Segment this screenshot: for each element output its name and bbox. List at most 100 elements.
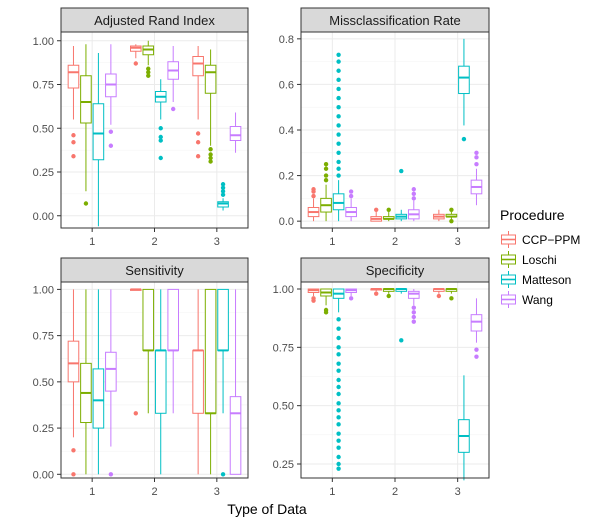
- outlier-point: [71, 448, 76, 453]
- y-tick-label: 1.00: [33, 36, 54, 48]
- outlier-point: [336, 422, 341, 427]
- outlier-point: [336, 384, 341, 390]
- panel-sensitivity: Sensitivity 0.00 0.25 0.50 0.75 1.00 1 2 3: [33, 257, 249, 498]
- box-ccp-ppm-1: [67, 46, 80, 159]
- outlier-point: [348, 189, 354, 194]
- box-body: [67, 64, 80, 89]
- panels: Adjusted Rand Index 0.00 0.25 0.50 0.75 1.00 1…: [33, 7, 490, 498]
- box-matteson-2: [154, 289, 167, 475]
- outlier-point: [336, 361, 341, 366]
- outlier-point: [474, 155, 479, 160]
- box-matteson-3: [458, 38, 470, 142]
- panel-missclassification-rate: Missclassification Rate 0.0 0.2 0.4 0.6 0.8 1 2…: [279, 7, 490, 248]
- outlier-point: [208, 147, 213, 152]
- x-tick-label: 1: [329, 236, 335, 248]
- outlier-point: [411, 314, 416, 320]
- outlier-point: [336, 466, 341, 471]
- panel-title: Sensitivity: [125, 263, 184, 278]
- box-matteson-3: [217, 182, 229, 211]
- outlier-point: [411, 310, 416, 315]
- outlier-point: [474, 354, 479, 359]
- outlier-point: [133, 411, 138, 416]
- y-tick-label: 0.0: [279, 216, 294, 228]
- outlier-point: [158, 138, 163, 143]
- outlier-point: [336, 150, 341, 155]
- x-tick-label: 3: [214, 486, 220, 498]
- y-tick-label: 0.00: [33, 211, 54, 223]
- y-tick-label: 0.50: [33, 377, 54, 389]
- outlier-point: [220, 472, 226, 477]
- outlier-point: [71, 140, 76, 145]
- box-body: [192, 56, 204, 77]
- box-wang-3: [229, 289, 242, 475]
- box-body: [67, 340, 80, 383]
- y-tick-label: 0.75: [33, 331, 54, 343]
- outlier-point: [71, 133, 76, 138]
- x-tick-label: 3: [455, 486, 461, 498]
- box-loschi-3: [445, 288, 458, 301]
- box-loschi-2: [142, 288, 155, 414]
- box-matteson-3: [217, 288, 229, 477]
- box-wang-2: [407, 289, 420, 324]
- legend-item-ccp-ppm: CCP−PPM: [500, 231, 580, 248]
- x-tick-label: 2: [392, 486, 398, 498]
- outlier-point: [336, 391, 341, 397]
- box-ccp-ppm-1: [307, 288, 320, 303]
- y-tick-label: 0.25: [33, 423, 54, 435]
- legend-item-loschi: Loschi: [500, 251, 557, 268]
- panel-adjusted-rand-index: Adjusted Rand Index 0.00 0.25 0.50 0.75 1.00 1…: [33, 7, 249, 248]
- box-matteson-1: [92, 53, 105, 227]
- y-tick-label: 1.00: [33, 284, 54, 296]
- outlier-point: [336, 438, 341, 443]
- box-loschi-1: [80, 289, 92, 475]
- y-tick-label: 0.4: [279, 125, 294, 137]
- outlier-point: [336, 408, 341, 413]
- outlier-point: [220, 192, 226, 197]
- panel-border: [60, 281, 249, 479]
- outlier-point: [336, 159, 341, 165]
- outlier-point: [195, 131, 201, 136]
- outlier-point: [336, 345, 341, 350]
- outlier-point: [411, 319, 416, 324]
- outlier-point: [411, 191, 416, 197]
- box-wang-3: [470, 298, 483, 359]
- outlier-point: [336, 461, 341, 467]
- y-tick-label: 0.75: [273, 342, 294, 354]
- box-matteson-1: [92, 289, 105, 475]
- legend-label: CCP−PPM: [522, 233, 580, 247]
- outlier-point: [158, 155, 163, 161]
- outlier-point: [336, 59, 341, 64]
- outlier-point: [323, 166, 329, 171]
- outlier-point: [411, 187, 416, 192]
- outlier-point: [336, 352, 341, 357]
- outlier-point: [336, 141, 341, 146]
- y-tick-label: 0.25: [273, 459, 294, 471]
- y-tick-label: 0.6: [279, 79, 294, 91]
- box-body: [229, 126, 242, 141]
- box-body: [105, 351, 117, 392]
- box-body: [92, 103, 105, 161]
- box-loschi-2: [382, 207, 395, 222]
- outlier-point: [336, 132, 341, 137]
- outlier-point: [336, 166, 341, 171]
- outlier-point: [474, 347, 479, 352]
- outlier-point: [399, 338, 404, 343]
- box-ccp-ppm-3: [192, 289, 204, 475]
- box-loschi-2: [142, 40, 155, 78]
- outlier-point: [108, 143, 114, 148]
- outlier-point: [336, 105, 341, 110]
- legend-label: Matteson: [522, 273, 571, 287]
- outlier-point: [323, 173, 329, 178]
- panel-border: [60, 31, 249, 229]
- outlier-point: [474, 161, 479, 167]
- outlier-point: [336, 86, 341, 92]
- y-tick-label: 0.00: [33, 469, 54, 481]
- outlier-point: [474, 150, 479, 155]
- outlier-point: [436, 293, 442, 299]
- outlier-point: [461, 136, 467, 142]
- panel-strip: [300, 257, 490, 283]
- outlier-point: [336, 335, 341, 341]
- box-wang-2: [167, 46, 179, 112]
- box-wang-1: [105, 44, 117, 148]
- box-body: [204, 288, 217, 414]
